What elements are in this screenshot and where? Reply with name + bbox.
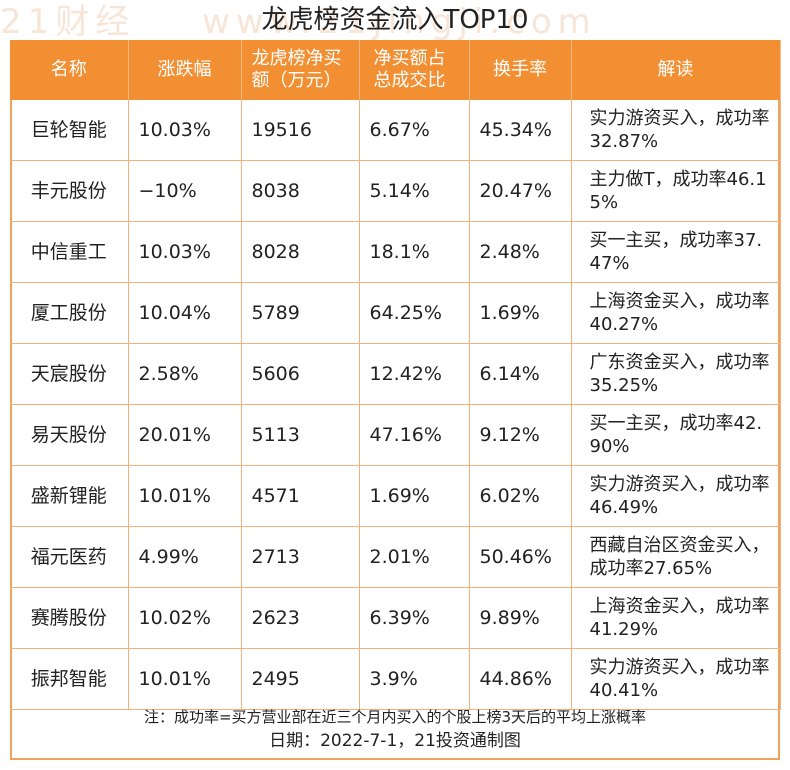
table-container: 名称 涨跌幅 龙虎榜净买额（万元） 净买额占总成交比 换手率 解读 巨轮智能 10… [10, 40, 781, 760]
stock-name-cell: 振邦智能 [10, 648, 129, 710]
change-cell: 4.99% [128, 526, 242, 588]
note-cell: 西藏自治区资金买入，成功率27.65% [571, 526, 781, 588]
net-buy-ratio-cell: 64.25% [359, 282, 470, 344]
net-buy-cell: 19516 [241, 100, 360, 161]
stock-name-cell: 盛新锂能 [10, 465, 129, 527]
net-buy-ratio-cell: 5.14% [359, 160, 470, 222]
footer-note: 注：成功率=买方营业部在近三个月内买入的个股上榜3天后的平均上涨概率 [143, 708, 647, 726]
net-buy-ratio-cell: 2.01% [359, 526, 470, 588]
footer-date: 日期：2022-7-1，21投资通制图 [269, 731, 521, 751]
column-header: 换手率 [469, 40, 572, 100]
turnover-cell: 50.46% [469, 526, 572, 588]
net-buy-ratio-cell: 47.16% [359, 404, 470, 466]
turnover-cell: 9.12% [469, 404, 572, 466]
note-cell: 广东资金买入，成功率35.25% [571, 343, 781, 405]
column-header: 名称 [10, 40, 129, 100]
table-row: 丰元股份 −10% 8038 5.14% 20.47% 主力做T，成功率46.15% [10, 160, 781, 222]
net-buy-cell: 2713 [241, 526, 360, 588]
turnover-cell: 9.89% [469, 587, 572, 649]
table-row: 振邦智能 10.01% 2495 3.9% 44.86% 实力游资买入，成功率40.41% [10, 648, 781, 710]
change-cell: 10.01% [128, 648, 242, 710]
turnover-cell: 1.69% [469, 282, 572, 344]
data-table: 名称 涨跌幅 龙虎榜净买额（万元） 净买额占总成交比 换手率 解读 巨轮智能 10… [10, 40, 781, 710]
net-buy-cell: 2495 [241, 648, 360, 710]
note-cell: 实力游资买入，成功率46.49% [571, 465, 781, 527]
turnover-cell: 6.14% [469, 343, 572, 405]
table-row: 易天股份 20.01% 5113 47.16% 9.12% 买一主买，成功率42.90% [10, 404, 781, 466]
net-buy-cell: 8028 [241, 221, 360, 283]
change-cell: 20.01% [128, 404, 242, 466]
net-buy-cell: 8038 [241, 160, 360, 222]
change-cell: 10.01% [128, 465, 242, 527]
table-row: 厦工股份 10.04% 5789 64.25% 1.69% 上海资金买入，成功率40.27… [10, 282, 781, 344]
turnover-cell: 44.86% [469, 648, 572, 710]
footer: 注：成功率=买方营业部在近三个月内买入的个股上榜3天后的平均上涨概率 日期：20… [12, 705, 778, 753]
stock-name-cell: 天宸股份 [10, 343, 129, 405]
net-buy-ratio-cell: 12.42% [359, 343, 470, 405]
change-cell: 10.03% [128, 221, 242, 283]
net-buy-ratio-cell: 6.67% [359, 100, 470, 161]
change-cell: 2.58% [128, 343, 242, 405]
table-row: 福元医药 4.99% 2713 2.01% 50.46% 西藏自治区资金买入，成功率27.… [10, 526, 781, 588]
table-row: 赛腾股份 10.02% 2623 6.39% 9.89% 上海资金买入，成功率41.29% [10, 587, 781, 649]
note-cell: 主力做T，成功率46.15% [571, 160, 781, 222]
net-buy-cell: 2623 [241, 587, 360, 649]
table-row: 天宸股份 2.58% 5606 12.42% 6.14% 广东资金买入，成功率35.25% [10, 343, 781, 405]
page-title: 龙虎榜资金流入TOP10 [261, 5, 529, 35]
stock-name-cell: 厦工股份 [10, 282, 129, 344]
turnover-cell: 6.02% [469, 465, 572, 527]
net-buy-ratio-cell: 1.69% [359, 465, 470, 527]
turnover-cell: 2.48% [469, 221, 572, 283]
column-header: 涨跌幅 [128, 40, 242, 100]
stock-name-cell: 易天股份 [10, 404, 129, 466]
net-buy-cell: 5113 [241, 404, 360, 466]
change-cell: 10.03% [128, 100, 242, 161]
table-header-row: 名称 涨跌幅 龙虎榜净买额（万元） 净买额占总成交比 换手率 解读 [10, 40, 781, 100]
net-buy-ratio-cell: 3.9% [359, 648, 470, 710]
net-buy-cell: 5606 [241, 343, 360, 405]
watermark: 21财经 www.21jingji.com [0, 0, 647, 43]
table-row: 盛新锂能 10.01% 4571 1.69% 6.02% 实力游资买入，成功率46.49% [10, 465, 781, 527]
stock-name-cell: 丰元股份 [10, 160, 129, 222]
net-buy-cell: 5789 [241, 282, 360, 344]
net-buy-cell: 4571 [241, 465, 360, 527]
stock-name-cell: 福元医药 [10, 526, 129, 588]
note-cell: 买一主买，成功率37.47% [571, 221, 781, 283]
watermark-text: www.21jingji.com [202, 2, 597, 42]
note-cell: 实力游资买入，成功率40.41% [571, 648, 781, 710]
turnover-cell: 20.47% [469, 160, 572, 222]
stock-name-cell: 中信重工 [10, 221, 129, 283]
change-cell: −10% [128, 160, 242, 222]
watermark-text: 21财经 [0, 2, 136, 42]
note-cell: 买一主买，成功率42.90% [571, 404, 781, 466]
stock-name-cell: 赛腾股份 [10, 587, 129, 649]
turnover-cell: 45.34% [469, 100, 572, 161]
column-header: 净买额占总成交比 [359, 40, 470, 100]
table-row: 中信重工 10.03% 8028 18.1% 2.48% 买一主买，成功率37.47% [10, 221, 781, 283]
change-cell: 10.02% [128, 587, 242, 649]
note-cell: 上海资金买入，成功率40.27% [571, 282, 781, 344]
note-cell: 上海资金买入，成功率41.29% [571, 587, 781, 649]
column-header: 解读 [571, 40, 781, 100]
net-buy-ratio-cell: 6.39% [359, 587, 470, 649]
change-cell: 10.04% [128, 282, 242, 344]
note-cell: 实力游资买入，成功率32.87% [571, 100, 781, 161]
table-row: 巨轮智能 10.03% 19516 6.67% 45.34% 实力游资买入，成功率32.8… [10, 100, 781, 161]
stock-name-cell: 巨轮智能 [10, 100, 129, 161]
column-header: 龙虎榜净买额（万元） [241, 40, 360, 100]
net-buy-ratio-cell: 18.1% [359, 221, 470, 283]
